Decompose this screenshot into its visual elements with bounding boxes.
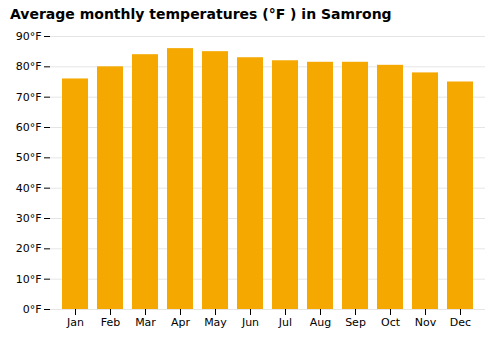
- svg-text:0°F: 0°F: [23, 303, 42, 316]
- svg-text:Aug: Aug: [310, 316, 331, 329]
- svg-text:10°F: 10°F: [16, 273, 42, 286]
- svg-text:Jan: Jan: [66, 316, 84, 329]
- svg-text:Oct: Oct: [381, 316, 401, 329]
- svg-text:80°F: 80°F: [16, 60, 42, 73]
- svg-text:May: May: [204, 316, 227, 329]
- svg-text:20°F: 20°F: [16, 242, 42, 255]
- svg-text:40°F: 40°F: [16, 182, 42, 195]
- svg-text:90°F: 90°F: [16, 30, 42, 43]
- svg-text:50°F: 50°F: [16, 151, 42, 164]
- svg-text:Jun: Jun: [241, 316, 259, 329]
- svg-text:Mar: Mar: [135, 316, 156, 329]
- html-text:Average monthly temperatures (: Average monthly temperatures (°F ) in Sa…: [10, 6, 392, 22]
- svg-text:Nov: Nov: [415, 316, 437, 329]
- svg-text:Jul: Jul: [278, 316, 292, 329]
- svg-text:60°F: 60°F: [16, 121, 42, 134]
- svg-text:Dec: Dec: [450, 316, 471, 329]
- svg-text:Feb: Feb: [101, 316, 120, 329]
- svg-text:Sep: Sep: [345, 316, 366, 329]
- svg-text:30°F: 30°F: [16, 212, 42, 225]
- svg-text:70°F: 70°F: [16, 91, 42, 104]
- svg-text:Apr: Apr: [171, 316, 191, 329]
